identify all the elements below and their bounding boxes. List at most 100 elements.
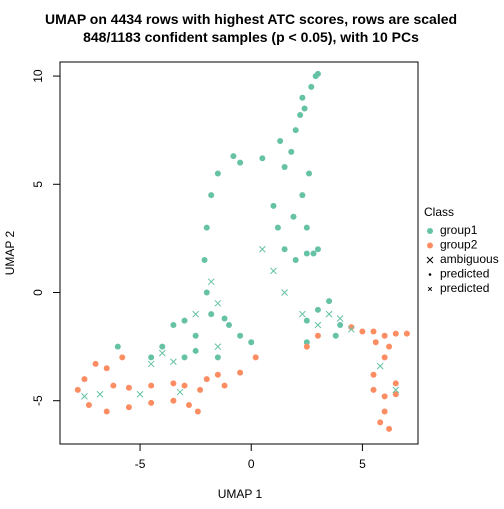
point [192, 347, 199, 354]
point [148, 399, 155, 406]
point [288, 148, 295, 155]
point [303, 250, 310, 257]
point [208, 192, 215, 199]
point [214, 354, 221, 361]
point [192, 310, 199, 318]
point [370, 328, 377, 335]
point [225, 321, 232, 328]
point [194, 408, 201, 415]
y-axis-label: UMAP 2 [3, 230, 17, 275]
point [403, 330, 410, 337]
point [270, 202, 277, 209]
point [332, 332, 339, 339]
point [181, 382, 188, 389]
point [274, 224, 281, 231]
point [377, 419, 384, 426]
point [297, 112, 304, 119]
point [308, 83, 315, 90]
y-tick-label: 0 [31, 289, 45, 296]
point [252, 354, 259, 361]
point [176, 388, 184, 396]
x-tick-label: 5 [359, 457, 366, 471]
point [381, 393, 388, 400]
point [347, 325, 355, 333]
point [281, 163, 288, 170]
point [306, 170, 313, 177]
point [336, 315, 344, 322]
point [148, 354, 155, 361]
point [270, 267, 277, 275]
point [92, 360, 99, 367]
point [230, 153, 237, 160]
point [185, 402, 192, 409]
legend-marker [427, 286, 433, 292]
point [114, 343, 121, 350]
chart-title: UMAP on 4434 rows with highest ATC score… [45, 11, 457, 27]
point [386, 343, 393, 350]
point [299, 192, 306, 199]
point [326, 298, 333, 305]
point [314, 321, 322, 329]
point [381, 354, 388, 361]
point [381, 332, 388, 339]
legend-label: predicted [440, 267, 489, 281]
point [74, 386, 81, 393]
point [136, 390, 144, 398]
x-tick-label: 0 [248, 457, 255, 471]
legend-label: group2 [440, 238, 478, 252]
point [359, 328, 366, 335]
point [386, 425, 393, 432]
point [376, 362, 384, 370]
point [314, 306, 321, 313]
point [203, 289, 210, 296]
y-tick-label: 10 [31, 69, 45, 83]
point [170, 397, 177, 404]
point [281, 246, 288, 253]
point [370, 386, 377, 393]
point [181, 317, 188, 324]
point [201, 257, 208, 264]
point [299, 94, 306, 101]
point [203, 224, 210, 231]
point [81, 376, 88, 383]
point [314, 70, 321, 77]
x-tick-label: -5 [135, 457, 146, 471]
point [147, 360, 155, 368]
point [325, 310, 333, 318]
point [192, 332, 199, 339]
point [158, 349, 166, 357]
point [259, 155, 266, 162]
point [248, 339, 255, 346]
legend-label: predicted [440, 281, 489, 295]
point [181, 354, 188, 361]
point [81, 393, 88, 400]
point [348, 324, 355, 331]
point [303, 317, 310, 324]
point [290, 213, 297, 220]
point [301, 105, 308, 112]
point [148, 382, 155, 389]
point [119, 354, 126, 361]
point [170, 358, 177, 366]
chart-subtitle: 848/1183 confident samples (p < 0.05), w… [83, 29, 419, 45]
point [292, 257, 299, 264]
point [337, 321, 344, 328]
point [85, 402, 92, 409]
point [103, 408, 110, 415]
point [96, 390, 104, 398]
point [392, 380, 399, 387]
point [197, 386, 204, 393]
point [221, 382, 228, 389]
point [292, 127, 299, 134]
legend-label: ambiguous [440, 252, 499, 266]
point [392, 391, 399, 398]
point [392, 330, 399, 337]
plot-frame [59, 61, 419, 445]
point [214, 371, 221, 378]
legend-marker [427, 228, 433, 234]
legend-title: Class [424, 205, 454, 219]
point [372, 339, 379, 346]
point [159, 343, 166, 350]
